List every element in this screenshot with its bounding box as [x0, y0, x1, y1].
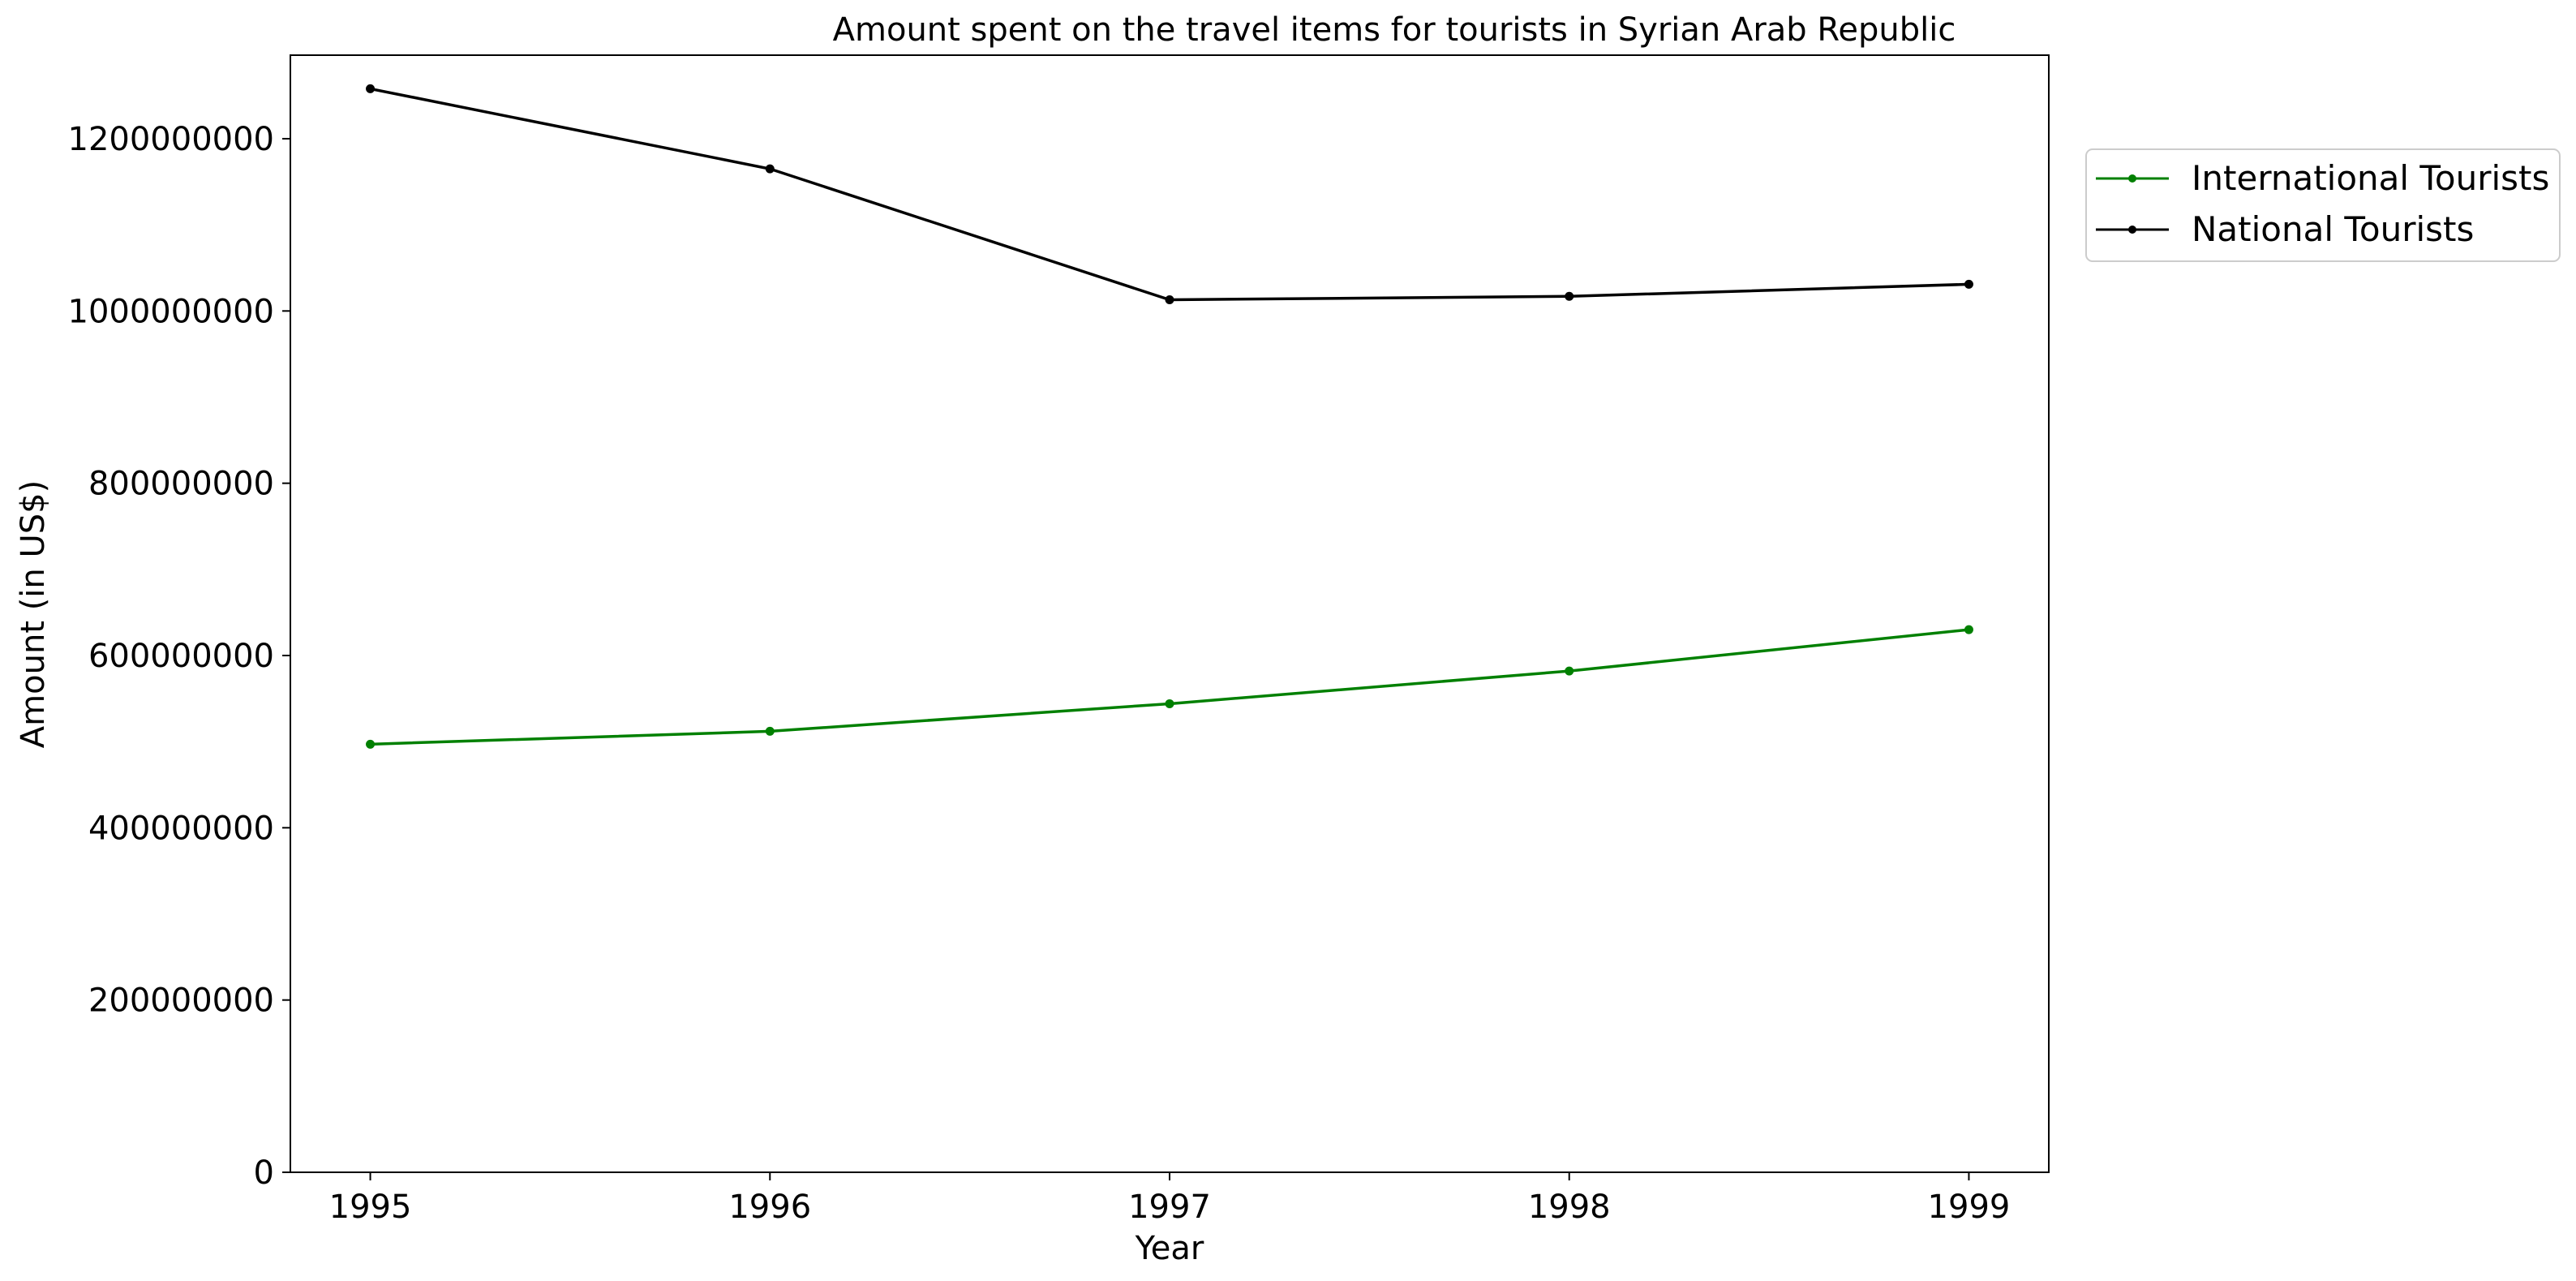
data-point-international-tourists — [1165, 699, 1174, 708]
x-tick-label: 1998 — [1528, 1189, 1611, 1226]
y-tick-label: 200000000 — [88, 982, 274, 1020]
y-tick-label: 400000000 — [88, 810, 274, 847]
y-tick-label: 1000000000 — [68, 293, 275, 330]
y-tick-label: 600000000 — [88, 638, 274, 675]
x-tick-label: 1995 — [329, 1189, 412, 1226]
series-layer — [366, 84, 1973, 749]
x-tick-label: 1996 — [728, 1189, 811, 1226]
data-point-international-tourists — [1964, 625, 1973, 634]
legend: International Tourists National Tourists — [2085, 148, 2561, 262]
data-point-national-tourists — [366, 84, 376, 93]
x-axis: 1995 1996 1997 1998 1999 — [329, 1172, 2011, 1226]
data-point-national-tourists — [1565, 291, 1574, 301]
data-point-national-tourists — [765, 164, 775, 174]
legend-marker-national-tourists — [2128, 226, 2136, 234]
y-tick-label: 800000000 — [88, 466, 274, 503]
data-point-international-tourists — [765, 726, 775, 736]
legend-label-national-tourists: National Tourists — [2192, 209, 2474, 249]
y-axis: 0 200000000 400000000 600000000 800000000 100… — [68, 121, 290, 1192]
x-tick-label: 1999 — [1928, 1189, 2011, 1226]
legend-box — [2085, 148, 2561, 262]
data-point-international-tourists — [1565, 666, 1574, 676]
legend-marker-international-tourists — [2128, 174, 2136, 183]
plot-area — [290, 54, 2050, 1173]
x-axis-title: Year — [1135, 1230, 1204, 1267]
y-tick-label: 1200000000 — [68, 121, 275, 158]
data-point-international-tourists — [366, 739, 376, 749]
legend-label-international-tourists: International Tourists — [2192, 158, 2549, 198]
y-tick-label: 0 — [254, 1154, 274, 1192]
y-axis-title: Amount (in US$) — [15, 480, 52, 748]
chart-title: Amount spent on the travel items for tou… — [833, 11, 1956, 49]
data-point-national-tourists — [1964, 279, 1973, 289]
x-tick-label: 1997 — [1128, 1189, 1211, 1226]
data-point-national-tourists — [1165, 295, 1174, 305]
